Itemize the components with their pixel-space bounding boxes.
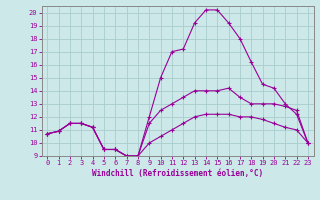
X-axis label: Windchill (Refroidissement éolien,°C): Windchill (Refroidissement éolien,°C) [92,169,263,178]
